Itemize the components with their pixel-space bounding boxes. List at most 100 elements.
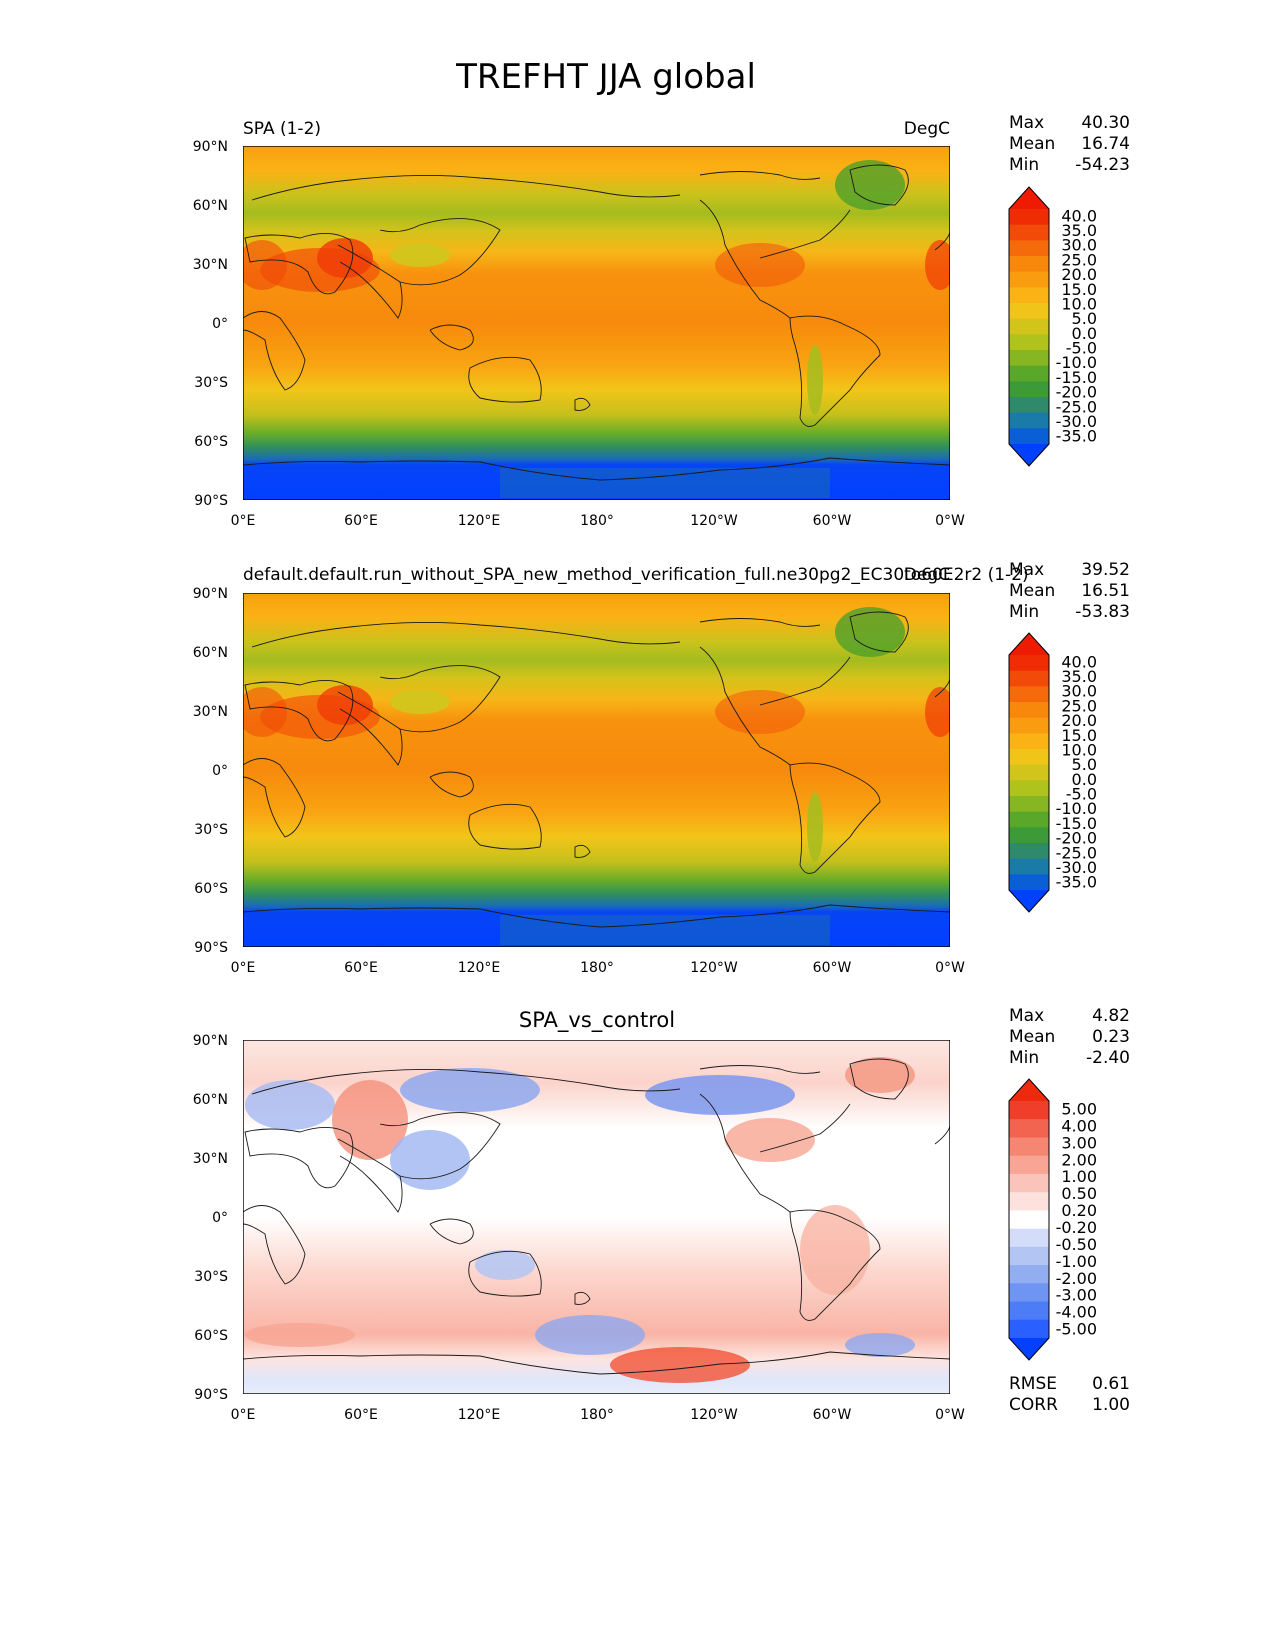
panel-2: default.default.run_without_SPA_new_meth… (193, 560, 1130, 976)
panel-3-cool-south-atlantic (845, 1333, 915, 1357)
colorbar-tick-label: 0.0 (1072, 324, 1097, 343)
panel-3-title-center: SPA_vs_control (519, 1008, 675, 1033)
lat-tick: 30°N (193, 257, 228, 273)
colorbar-tick-label: 15.0 (1061, 726, 1097, 745)
panel-2-hot-arabia (317, 685, 373, 725)
colorbar-tick-label: -2.00 (1056, 1269, 1097, 1288)
panel-1: SPA (1-2) DegC (193, 113, 1130, 529)
panel-2-coastlines (243, 611, 950, 928)
lon-tick: 120°E (458, 960, 501, 976)
panel-3-cool-southern-ocean (535, 1315, 645, 1355)
stat-max-value: 39.52 (1081, 560, 1130, 580)
lat-tick: 30°S (194, 1269, 228, 1285)
colorbar-extend-min (1009, 444, 1049, 466)
lon-tick: 0°W (935, 513, 965, 529)
colorbar-segment (1009, 350, 1049, 367)
lon-tick: 120°E (458, 513, 501, 529)
panel-1-greenland (835, 160, 905, 210)
colorbar-tick-label: 25.0 (1061, 696, 1097, 715)
colorbar-tick-label: 1.00 (1061, 1167, 1097, 1186)
lat-tick: 90°N (193, 586, 228, 602)
colorbar-segment (1009, 1265, 1049, 1284)
colorbar-tick-label: 10.0 (1061, 740, 1097, 759)
colorbar-segment (1009, 397, 1049, 414)
panel-2-hot-west-edge (925, 687, 950, 737)
colorbar-segment (1009, 1137, 1049, 1157)
colorbar-segment (1009, 256, 1049, 273)
panel-3-warm-south-america (800, 1205, 870, 1295)
panel-2-title-left: default.default.run_without_SPA_new_meth… (243, 565, 1029, 585)
stat-mean-value: 16.74 (1081, 134, 1130, 154)
panel-3-cool-europe (245, 1080, 335, 1130)
colorbar-tick-label: -0.50 (1056, 1235, 1097, 1254)
figure-title: TREFHT JJA global (455, 57, 756, 97)
stat-min-label: Min (1009, 602, 1039, 622)
panel-3-warm-antarctica (610, 1347, 750, 1383)
colorbar-segment (1009, 780, 1049, 797)
lat-tick: 60°S (194, 881, 228, 897)
panel-1-antarctica-shelf (500, 468, 830, 498)
colorbar-tick-label: 4.00 (1061, 1116, 1097, 1135)
colorbar-tick-label: 0.0 (1072, 770, 1097, 789)
colorbar-segment (1009, 303, 1049, 320)
panel-1-title-left: SPA (1-2) (243, 119, 321, 139)
colorbar-tick-label: 15.0 (1061, 280, 1097, 299)
colorbar-segment (1009, 655, 1049, 672)
lat-tick: 30°S (194, 822, 228, 838)
stat-min-label: Min (1009, 155, 1039, 175)
colorbar-tick-label: 0.50 (1061, 1184, 1097, 1203)
colorbar-tick-label: 5.0 (1072, 309, 1097, 328)
colorbar-tick-label: -20.0 (1056, 383, 1097, 402)
colorbar-segment (1009, 1283, 1049, 1303)
panel-3-warm-southern-band (245, 1323, 355, 1347)
colorbar-tick-label: -0.20 (1056, 1218, 1097, 1237)
lon-tick: 60°W (813, 960, 852, 976)
lat-tick: 60°S (194, 434, 228, 450)
lat-tick: 90°N (193, 139, 228, 155)
lat-tick: 30°N (193, 1151, 228, 1167)
stat-mean-value: 16.51 (1081, 581, 1130, 601)
stat-max-label: Max (1009, 113, 1044, 133)
panel-1-sahara-west (243, 240, 287, 290)
colorbar-segment (1009, 381, 1049, 398)
colorbar-segment (1009, 287, 1049, 304)
lon-tick: 180° (580, 513, 614, 529)
panel-2-stats: Max 39.52 Mean 16.51 Min -53.83 (1009, 560, 1130, 622)
lat-tick: 90°S (194, 493, 228, 509)
stat-min-label: Min (1009, 1048, 1039, 1068)
colorbar-tick-label: -1.00 (1056, 1252, 1097, 1271)
lat-tick: 90°S (194, 1387, 228, 1403)
panel-1-lat-ticks: 90°N 60°N 30°N 0° 30°S 60°S 90°S (193, 139, 228, 509)
colorbar-tick-label: 25.0 (1061, 250, 1097, 269)
lon-tick: 120°E (458, 1407, 501, 1423)
colorbar-tick-label: -10.0 (1056, 799, 1097, 818)
stat-max-label: Max (1009, 560, 1044, 580)
colorbar-outline (1008, 632, 1050, 913)
lat-tick: 90°N (193, 1033, 228, 1049)
colorbar-tick-label: 20.0 (1061, 711, 1097, 730)
panel-2-map (243, 593, 950, 947)
colorbar-segment (1009, 224, 1049, 241)
colorbar-segment (1009, 843, 1049, 860)
panel-2-tibet (390, 690, 450, 714)
colorbar-segment (1009, 1173, 1049, 1193)
stat-rmse-value: 0.61 (1092, 1374, 1130, 1394)
lon-tick: 0°E (231, 513, 256, 529)
colorbar-tick-label: -5.00 (1056, 1320, 1097, 1339)
colorbar-tick-label: -25.0 (1056, 843, 1097, 862)
stat-corr-value: 1.00 (1092, 1395, 1130, 1415)
panel-3-warm-us (725, 1118, 815, 1162)
colorbar-tick-label: 3.00 (1061, 1133, 1097, 1152)
colorbar-segment (1009, 240, 1049, 257)
colorbar-segment (1009, 733, 1049, 750)
stat-corr-label: CORR (1009, 1395, 1058, 1415)
stat-max-value: 4.82 (1092, 1006, 1130, 1026)
panel-1-field-background (243, 146, 950, 500)
lon-tick: 60°E (344, 1407, 378, 1423)
panel-3-lat-ticks: 90°N 60°N 30°N 0° 30°S 60°S 90°S (193, 1033, 228, 1403)
colorbar-segment (1009, 1210, 1049, 1230)
colorbar-tick-label: -10.0 (1056, 353, 1097, 372)
stat-max-value: 40.30 (1081, 113, 1130, 133)
colorbar-extend-max (1009, 633, 1049, 655)
